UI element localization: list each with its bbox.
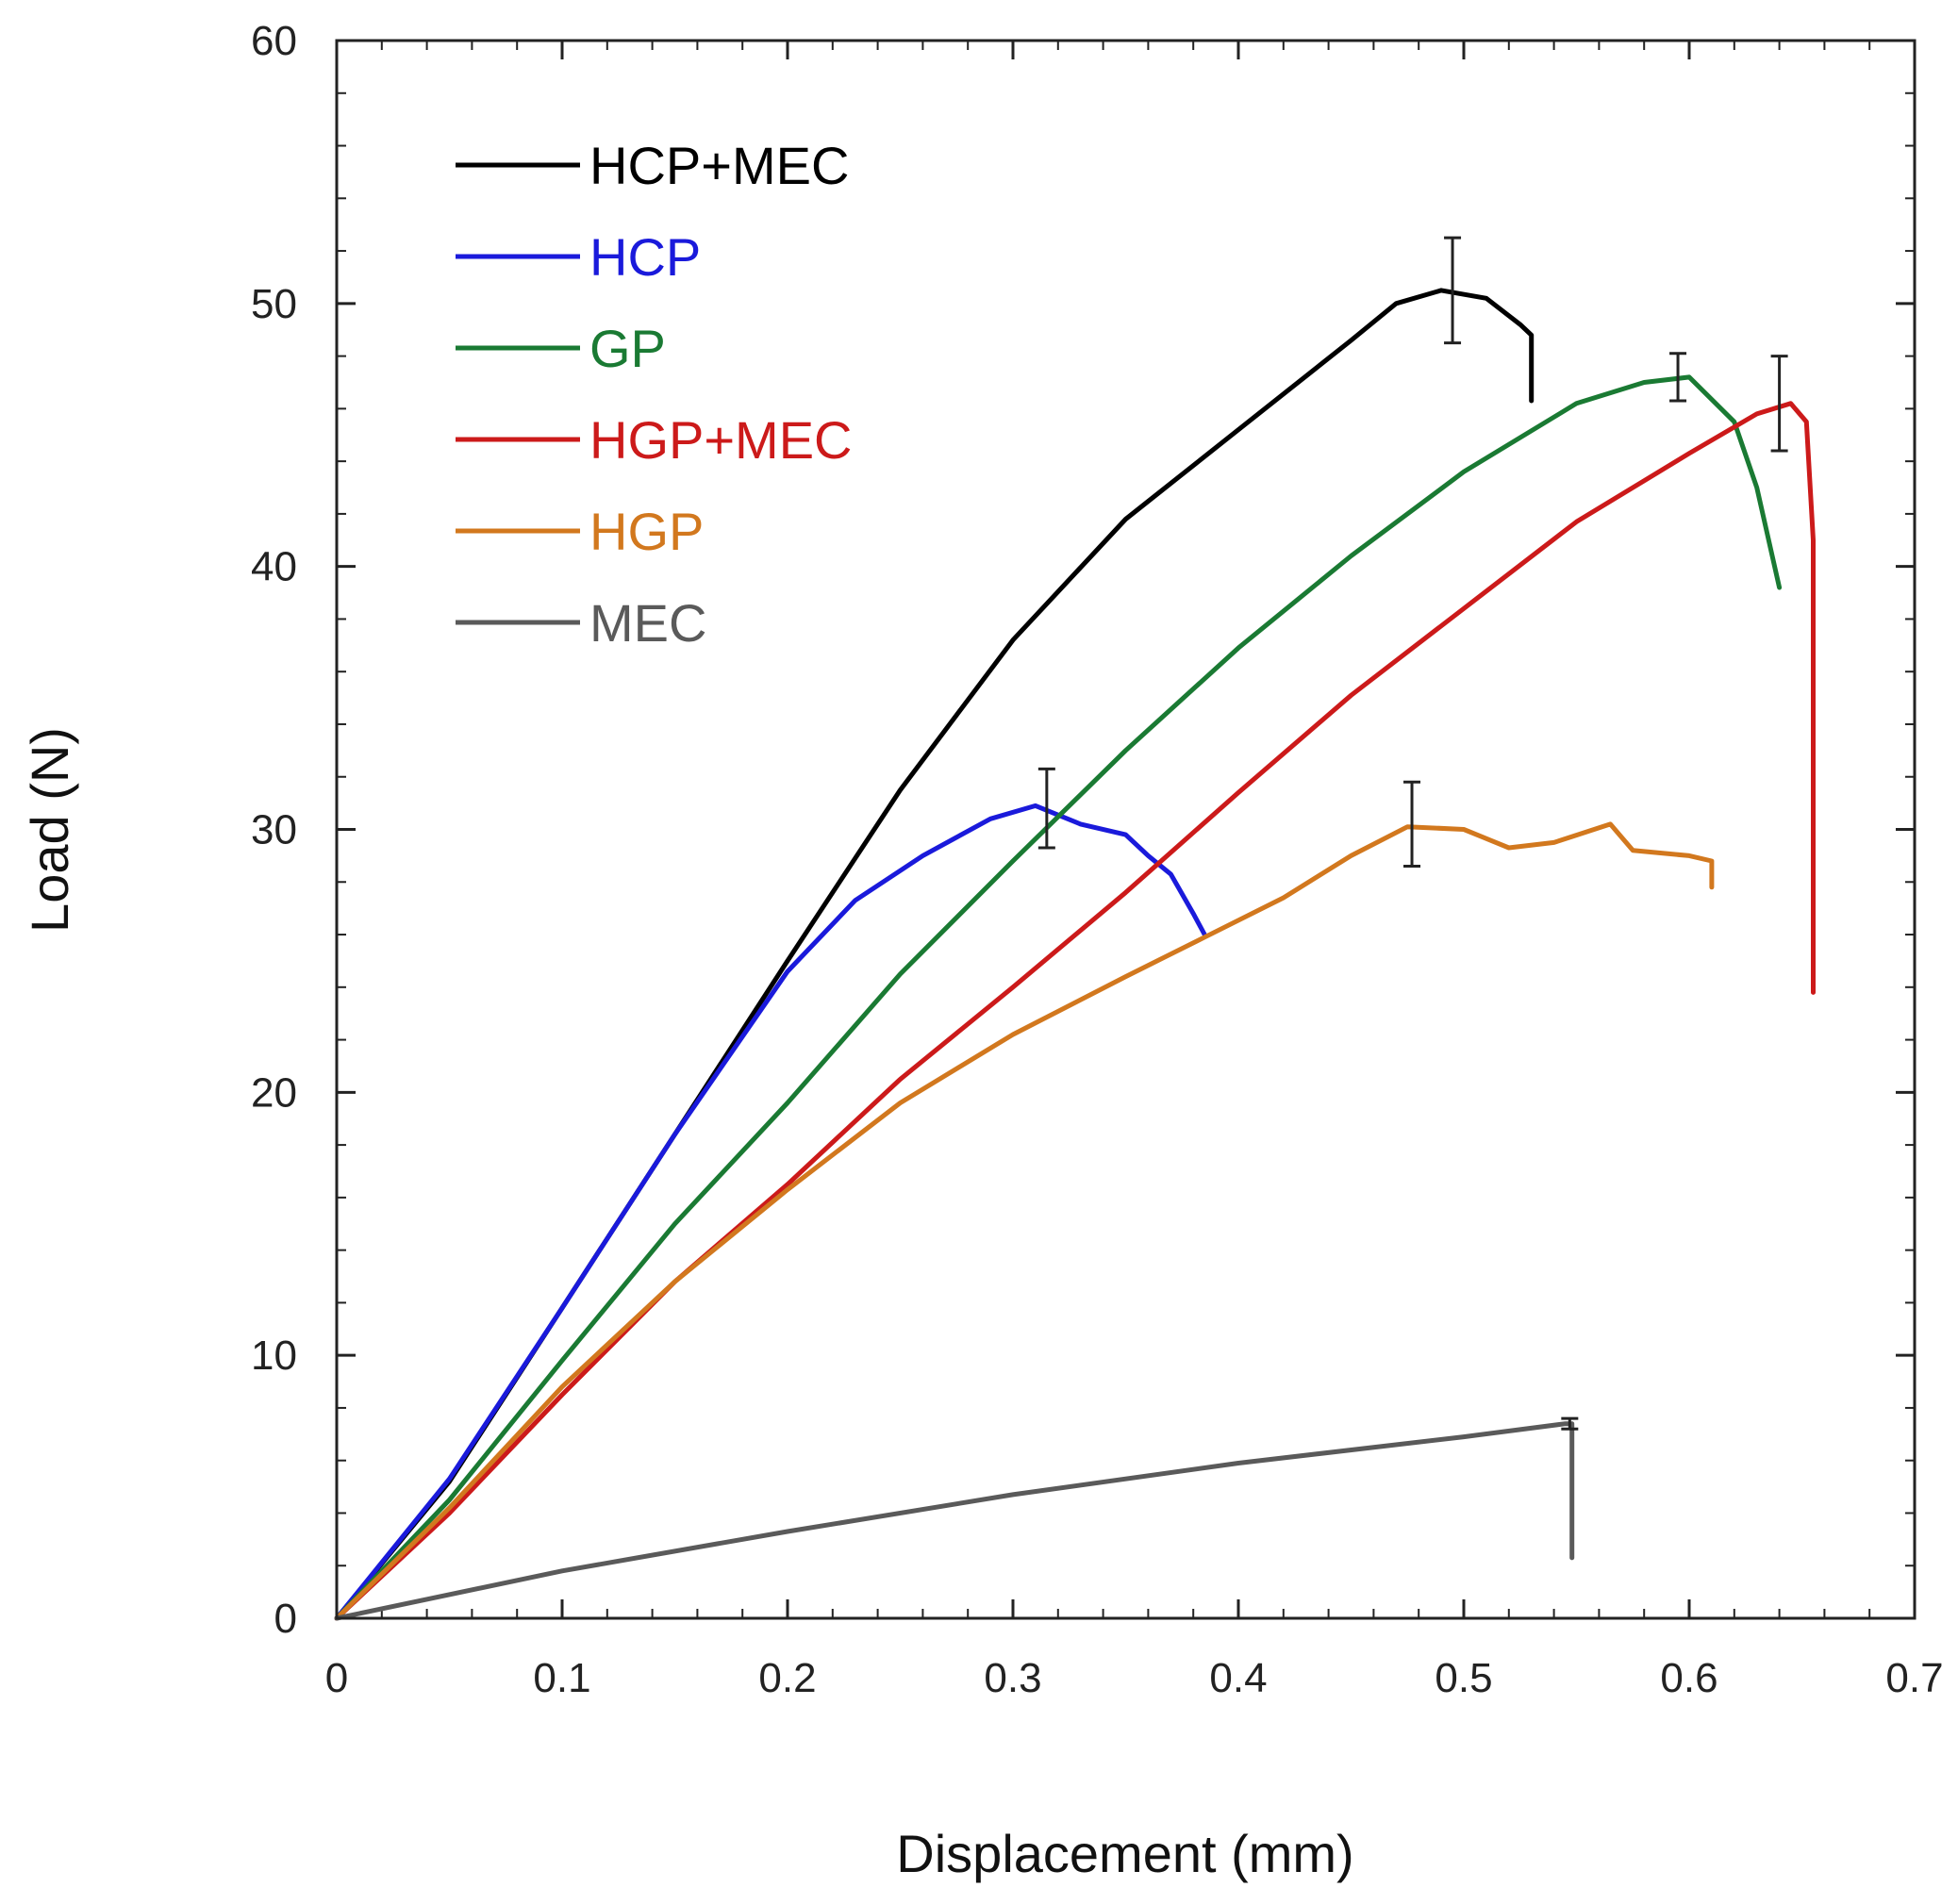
- y-tick-label: 30: [251, 807, 297, 853]
- series-line-hcp: [334, 803, 1207, 1621]
- x-axis-title: Displacement (mm): [896, 1824, 1353, 1883]
- x-tick-label: 0.2: [758, 1655, 816, 1701]
- y-tick-label: 0: [274, 1596, 297, 1642]
- x-tick-label: 0.6: [1660, 1655, 1717, 1701]
- y-tick-label: 20: [251, 1069, 297, 1116]
- legend-label: GP: [589, 319, 666, 378]
- plot-frame: [335, 39, 1917, 1620]
- y-tick-labels: 0 10 20 30 40 50 60: [251, 18, 297, 1642]
- x-tick-labels: 0 0.1 0.2 0.3 0.4 0.5 0.6 0.7: [325, 1655, 1944, 1701]
- x-tick-label: 0.4: [1209, 1655, 1267, 1701]
- y-tick-label: 40: [251, 544, 297, 590]
- legend-label: HCP: [589, 227, 701, 287]
- legend-label: HCP+MEC: [589, 136, 849, 195]
- y-tick-label: 50: [251, 281, 297, 327]
- x-tick-label: 0.5: [1435, 1655, 1492, 1701]
- series-layer: [334, 288, 1816, 1621]
- x-tick-label: 0.3: [984, 1655, 1041, 1701]
- legend-label: HGP: [589, 502, 704, 561]
- y-tick-label: 10: [251, 1333, 297, 1379]
- x-tick-label: 0: [325, 1655, 348, 1701]
- y-tick-label: 60: [251, 18, 297, 64]
- legend: HCP+MEC HCP GP HGP+MEC HGP MEC: [456, 136, 853, 653]
- x-tick-label: 0.7: [1885, 1655, 1943, 1701]
- series-line-gp: [334, 374, 1783, 1621]
- series-line-hgp: [334, 821, 1715, 1621]
- x-tick-label: 0.1: [533, 1655, 590, 1701]
- errorbar-layer: [1037, 236, 1788, 1431]
- y-axis-title: Load (N): [20, 727, 79, 933]
- legend-label: HGP+MEC: [589, 410, 853, 470]
- legend-label: MEC: [589, 593, 706, 653]
